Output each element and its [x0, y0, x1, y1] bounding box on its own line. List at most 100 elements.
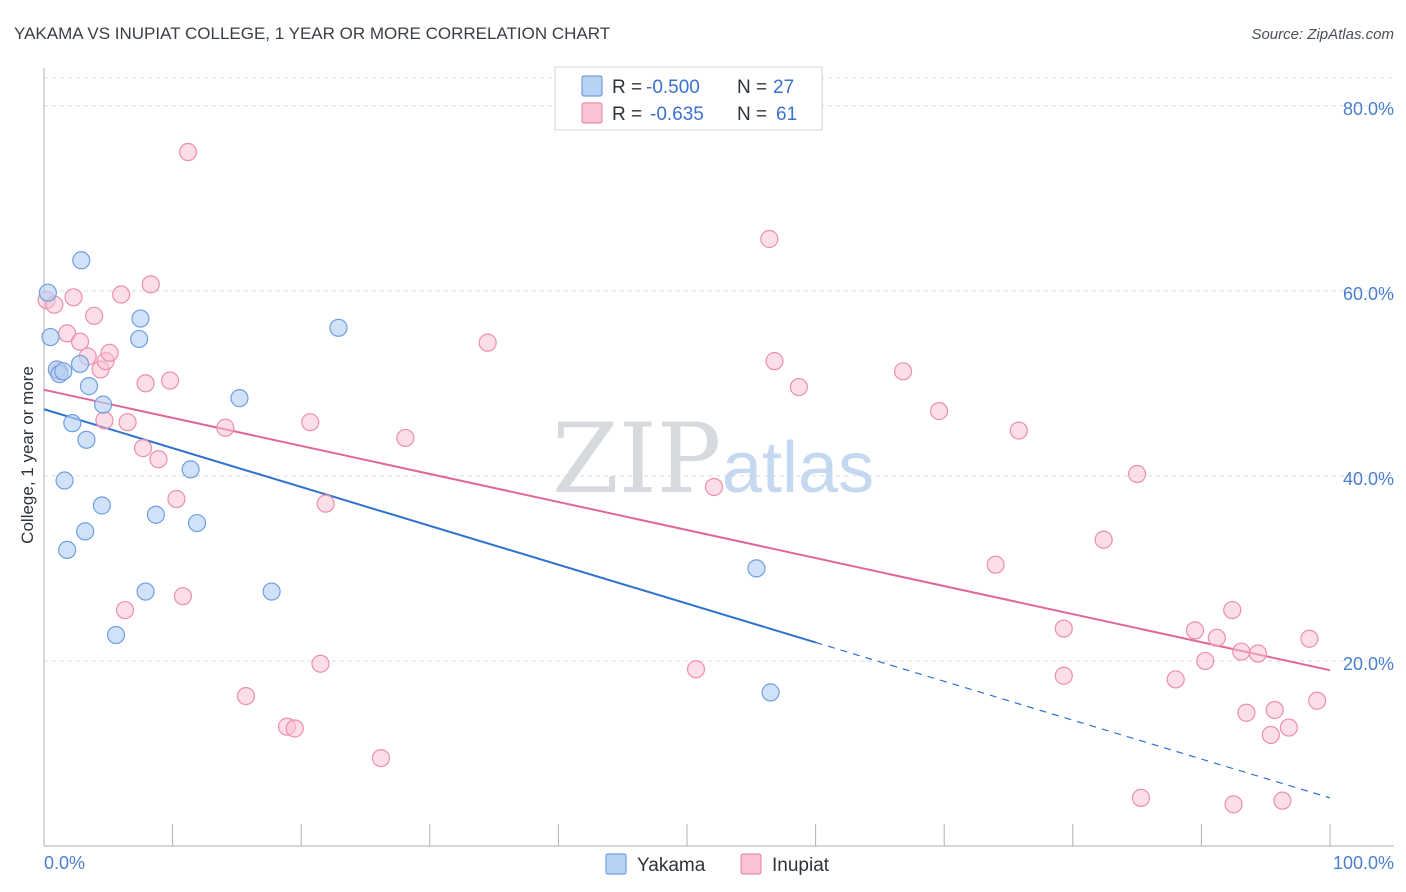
inupiat-point — [1009, 421, 1028, 440]
inupiat-point — [1207, 628, 1226, 647]
y-tick-labels: 20.0% 40.0% 60.0% 80.0% — [1343, 99, 1394, 674]
legend-n-value-inupiat: 61 — [776, 104, 797, 125]
y-tick-label: 40.0% — [1343, 469, 1394, 489]
inupiat-point — [85, 306, 104, 325]
inupiat-point — [301, 413, 320, 432]
yakama-point — [58, 540, 77, 560]
x-tick-label: 0.0% — [44, 853, 85, 873]
legend-r-value-inupiat: -0.635 — [650, 104, 704, 125]
y-tick-label: 60.0% — [1343, 284, 1394, 304]
inupiat-point — [765, 352, 784, 371]
yakama-legend-swatch — [581, 75, 603, 97]
inupiat-point — [478, 333, 497, 352]
inupiat-series-label: Inupiat — [772, 855, 830, 876]
yakama-point — [329, 318, 348, 337]
inupiat-series-swatch — [740, 853, 762, 875]
yakama-point — [54, 362, 73, 381]
inupiat-point — [1279, 718, 1298, 737]
legend-n-label-inupiat: N = — [737, 104, 767, 125]
inupiat-point — [986, 555, 1005, 574]
yakama-point — [92, 496, 111, 515]
inupiat-point — [149, 450, 168, 469]
legend-n-label-yakama: N = — [737, 77, 767, 98]
yakama-points — [38, 251, 780, 702]
chart-title: YAKAMA VS INUPIAT COLLEGE, 1 YEAR OR MOR… — [14, 24, 610, 43]
inupiat-point — [236, 687, 256, 706]
yakama-point — [106, 625, 126, 645]
yakama-series-label: Yakama — [637, 855, 706, 876]
yakama-point — [262, 582, 281, 601]
inupiat-point — [1248, 644, 1268, 663]
yakama-point — [747, 559, 766, 578]
inupiat-point — [1265, 700, 1284, 720]
yakama-point — [146, 505, 165, 524]
inupiat-point — [178, 142, 198, 162]
watermark-zip: ZIP — [552, 403, 721, 515]
inupiat-point — [316, 494, 335, 513]
y-tick-label: 20.0% — [1343, 654, 1394, 674]
yakama-point — [72, 251, 91, 270]
inupiat-point — [789, 377, 808, 397]
inupiat-point — [1223, 600, 1242, 620]
inupiat-point — [64, 288, 83, 307]
inupiat-point — [173, 587, 192, 606]
yakama-point — [79, 377, 99, 396]
x-tick-labels: 0.0% 100.0% — [44, 853, 1394, 873]
inupiat-point — [1308, 691, 1327, 710]
inupiat-legend-swatch — [581, 102, 603, 124]
legend-r-label-yakama: R = — [612, 77, 642, 98]
y-axis-label: College, 1 year or more — [18, 366, 37, 544]
y-tick-label: 80.0% — [1343, 99, 1394, 119]
inupiat-point — [115, 600, 135, 620]
inupiat-point — [141, 275, 160, 294]
inupiat-point — [1185, 621, 1205, 640]
inupiat-point — [136, 374, 155, 393]
inupiat-point — [1094, 530, 1113, 549]
watermark-atlas: atlas — [722, 428, 874, 508]
inupiat-point — [1232, 642, 1251, 661]
yakama-point — [130, 329, 149, 349]
stats-legend: R = -0.500 N = 27 R = -0.635 N = 61 — [554, 66, 823, 131]
inupiat-point — [893, 362, 913, 381]
inupiat-point — [929, 402, 949, 421]
inupiat-point — [371, 748, 391, 768]
inupiat-point — [95, 411, 114, 430]
inupiat-point — [1273, 791, 1292, 810]
inupiat-point — [216, 418, 235, 437]
inupiat-point — [1224, 795, 1243, 814]
inupiat-point — [1127, 464, 1147, 484]
yakama-point — [187, 513, 207, 533]
yakama-point — [70, 354, 90, 374]
legend-n-value-yakama: 27 — [773, 77, 794, 98]
yakama-point — [76, 522, 95, 541]
inupiat-point — [1166, 670, 1185, 689]
yakama-point — [761, 683, 780, 702]
inupiat-point — [686, 660, 706, 679]
watermark: ZIP atlas — [552, 403, 874, 515]
yakama-point — [181, 460, 200, 479]
x-tick-label: 100.0% — [1333, 853, 1394, 873]
axes — [43, 68, 1394, 847]
yakama-point — [136, 582, 155, 601]
inupiat-point — [1054, 666, 1073, 685]
yakama-point — [63, 414, 82, 433]
inupiat-point — [1054, 619, 1073, 638]
inupiat-point — [311, 654, 330, 673]
inupiat-point — [1261, 725, 1280, 745]
yakama-point — [77, 430, 96, 449]
yakama-point — [131, 309, 150, 328]
inupiat-point — [70, 332, 90, 351]
gridlines — [44, 77, 1394, 662]
inupiat-point — [1131, 788, 1151, 807]
inupiat-point — [100, 343, 119, 362]
inupiat-point — [112, 285, 131, 304]
inupiat-point — [118, 413, 137, 432]
yakama-point — [55, 471, 74, 490]
inupiat-point — [1300, 629, 1319, 648]
inupiat-point — [167, 489, 186, 509]
yakama-trend-line — [43, 408, 816, 644]
yakama-point — [230, 389, 249, 408]
inupiat-point — [1237, 703, 1256, 722]
yakama-series-swatch — [605, 853, 627, 875]
